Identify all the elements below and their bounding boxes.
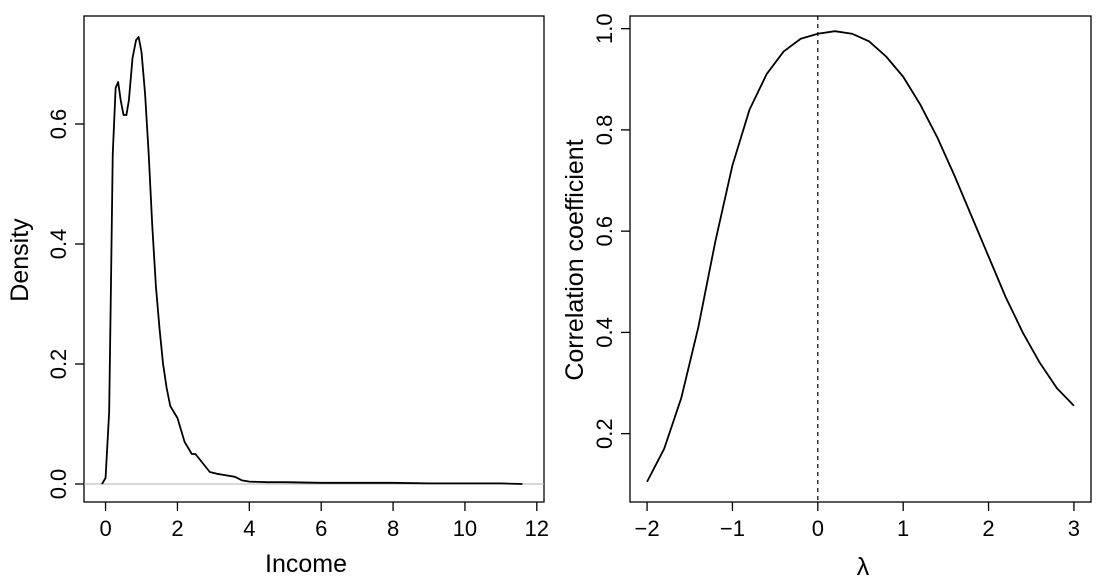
x-axis-title: λ	[857, 553, 870, 581]
y-tick-label: 0.2	[46, 349, 71, 380]
x-tick-label: −1	[720, 516, 745, 541]
y-axis-title: Correlation coefficient	[561, 139, 589, 380]
y-axis: 0.2 0.4 0.6 0.8 1.0	[592, 13, 630, 449]
plot-frame	[83, 15, 545, 503]
x-tick-label: 0	[812, 516, 824, 541]
density-panel: 0 2 4 6 8 10 12 0.0 0.2 0.4 0.6 Income Density	[6, 15, 549, 578]
y-axis: 0.0 0.2 0.4 0.6	[46, 109, 84, 500]
x-tick-label: 10	[453, 516, 477, 541]
x-tick-label: 0	[99, 516, 111, 541]
y-axis-title: Density	[6, 218, 34, 302]
y-tick-label: 0.6	[592, 216, 617, 247]
x-tick-label: 1	[897, 516, 909, 541]
x-axis: 0 2 4 6 8 10 12	[99, 502, 549, 541]
y-tick-label: 0.4	[46, 229, 71, 260]
x-tick-label: 4	[243, 516, 255, 541]
x-tick-label: 3	[1068, 516, 1080, 541]
y-tick-label: 0.2	[592, 418, 617, 449]
x-tick-label: −2	[635, 516, 660, 541]
x-tick-label: 8	[387, 516, 399, 541]
x-axis: −2 −1 0 1 2 3	[635, 502, 1080, 541]
x-tick-label: 6	[315, 516, 327, 541]
y-tick-label: 0.6	[46, 109, 71, 140]
x-tick-label: 2	[982, 516, 994, 541]
x-axis-title: Income	[265, 550, 347, 578]
y-tick-label: 0.8	[592, 115, 617, 146]
x-tick-label: 2	[171, 516, 183, 541]
y-tick-label: 0.4	[592, 317, 617, 348]
plot-frame	[629, 15, 1092, 503]
density-curve	[101, 36, 523, 485]
correlation-panel: −2 −1 0 1 2 3 0.2 0.4 0.6 0.8 1.0 λ Correlation c…	[561, 13, 1092, 581]
y-tick-label: 1.0	[592, 13, 617, 44]
y-tick-label: 0.0	[46, 469, 71, 500]
x-tick-label: 12	[525, 516, 549, 541]
correlation-curve	[646, 30, 1075, 483]
